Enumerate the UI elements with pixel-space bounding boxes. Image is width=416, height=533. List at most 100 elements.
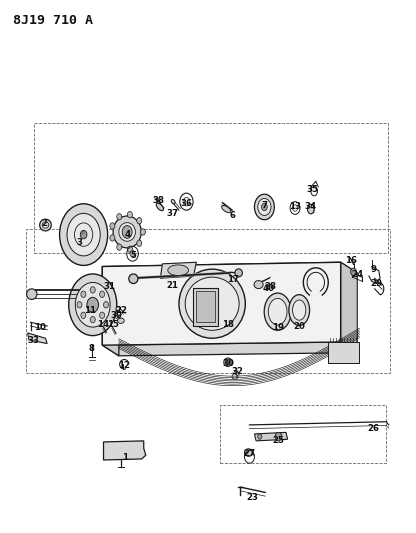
Ellipse shape (40, 219, 51, 231)
Circle shape (262, 203, 267, 211)
Ellipse shape (254, 280, 263, 288)
Text: 1: 1 (122, 454, 128, 463)
Ellipse shape (113, 216, 141, 248)
Text: 2: 2 (41, 220, 47, 229)
Text: 8: 8 (88, 344, 94, 353)
Ellipse shape (179, 269, 245, 338)
Ellipse shape (185, 277, 239, 330)
Text: 26: 26 (368, 424, 380, 433)
Ellipse shape (129, 274, 138, 284)
Text: 25: 25 (272, 437, 285, 446)
Text: 28: 28 (264, 282, 276, 291)
Circle shape (110, 223, 115, 229)
Text: 4: 4 (124, 230, 130, 239)
Text: 22: 22 (116, 305, 128, 314)
Ellipse shape (268, 298, 287, 325)
Text: 13: 13 (289, 203, 301, 212)
Text: 18: 18 (222, 320, 234, 329)
Ellipse shape (222, 205, 231, 213)
Bar (196, 292, 215, 322)
Circle shape (87, 297, 99, 312)
Text: 36: 36 (181, 199, 193, 208)
Polygon shape (160, 262, 196, 278)
Text: 19: 19 (272, 323, 284, 332)
Polygon shape (27, 333, 47, 344)
Circle shape (258, 198, 271, 215)
Polygon shape (102, 262, 341, 345)
Text: 5: 5 (131, 252, 136, 260)
Ellipse shape (168, 265, 188, 276)
Circle shape (122, 225, 132, 238)
Text: 23: 23 (247, 493, 259, 502)
Circle shape (67, 213, 100, 256)
Polygon shape (341, 262, 357, 353)
Circle shape (275, 432, 282, 441)
Text: 12: 12 (118, 361, 130, 370)
Circle shape (127, 212, 132, 218)
Ellipse shape (27, 289, 37, 300)
Text: 11: 11 (84, 305, 96, 314)
Text: 31: 31 (103, 282, 115, 291)
Ellipse shape (118, 318, 124, 324)
Text: 6: 6 (230, 212, 236, 221)
Ellipse shape (292, 300, 306, 320)
Text: 17: 17 (227, 275, 239, 284)
Polygon shape (102, 262, 357, 277)
Circle shape (141, 229, 146, 235)
Circle shape (258, 434, 262, 439)
Text: 14: 14 (97, 320, 109, 329)
Circle shape (104, 302, 109, 308)
Text: 30: 30 (222, 359, 234, 368)
Circle shape (77, 302, 82, 308)
Polygon shape (102, 266, 119, 356)
Circle shape (127, 246, 132, 253)
Text: 33: 33 (27, 336, 39, 345)
Ellipse shape (224, 358, 232, 367)
Text: 15: 15 (106, 320, 119, 329)
Ellipse shape (235, 269, 243, 277)
Circle shape (351, 268, 357, 276)
Text: 8J19 710 A: 8J19 710 A (13, 14, 93, 27)
Circle shape (69, 274, 117, 336)
Bar (25, 229, 391, 373)
Circle shape (117, 244, 122, 251)
Circle shape (81, 312, 86, 319)
Circle shape (255, 194, 274, 220)
Ellipse shape (116, 306, 120, 311)
Circle shape (225, 359, 230, 366)
Circle shape (137, 240, 142, 246)
Text: 7: 7 (261, 201, 267, 210)
Bar (193, 288, 218, 326)
Circle shape (100, 312, 104, 319)
Circle shape (100, 291, 104, 297)
Ellipse shape (119, 223, 136, 241)
Text: 34: 34 (305, 203, 317, 212)
Text: P: P (80, 231, 84, 236)
Text: 10: 10 (34, 323, 46, 332)
Text: 40: 40 (262, 284, 274, 293)
Circle shape (90, 317, 95, 323)
Circle shape (110, 235, 115, 241)
Circle shape (90, 287, 95, 293)
Text: 16: 16 (345, 256, 357, 264)
Ellipse shape (289, 295, 310, 326)
Ellipse shape (307, 204, 314, 214)
Text: 32: 32 (231, 367, 243, 376)
Text: 9: 9 (371, 265, 377, 273)
Bar (328, 342, 359, 364)
Circle shape (75, 282, 110, 327)
Circle shape (59, 204, 108, 265)
Bar (220, 405, 386, 463)
Polygon shape (104, 441, 146, 460)
Text: 39: 39 (111, 311, 123, 320)
Circle shape (81, 291, 86, 297)
Text: 37: 37 (167, 209, 179, 218)
Polygon shape (255, 432, 287, 441)
Ellipse shape (171, 199, 175, 204)
Text: 3: 3 (77, 238, 82, 247)
Text: 24: 24 (351, 270, 363, 279)
Circle shape (130, 251, 135, 257)
Text: 38: 38 (152, 196, 164, 205)
Text: 27: 27 (243, 449, 255, 458)
Ellipse shape (264, 293, 291, 330)
